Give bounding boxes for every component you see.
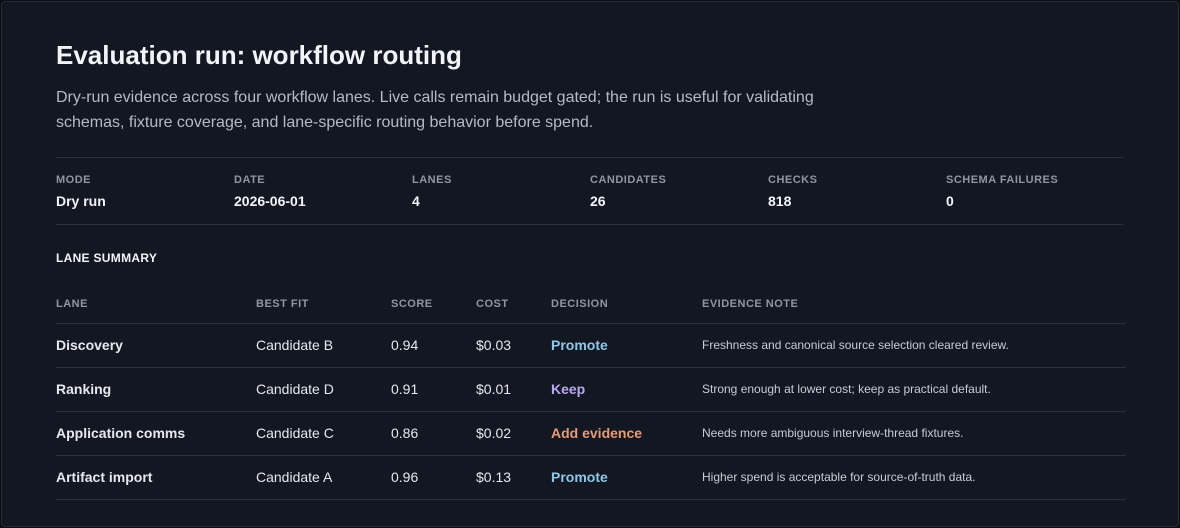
stat-value: Dry run [56,193,106,209]
cell: Discovery [56,323,256,368]
column-header: BEST FIT [256,285,391,324]
stat: MODE Dry run [56,174,234,224]
column-header: SCORE [391,285,476,324]
stat: CHECKS 818 [768,174,946,224]
stat: DATE 2026-06-01 [234,174,412,224]
cell: Needs more ambiguous interview-thread fi… [702,411,1126,456]
stat-value: 4 [412,193,420,209]
cell: Freshness and canonical source selection… [702,323,1126,368]
cell: Candidate A [256,455,391,500]
row: Ranking Candidate D 0.91 $0.01 Keep Strong en… [56,367,1126,412]
stat-value: 0 [946,193,954,209]
cell: Candidate B [256,323,391,368]
cell: 0.86 [391,411,476,456]
table-title: LANE SUMMARY [56,251,158,265]
stat: LANES 4 [412,174,590,224]
cell: 0.94 [391,323,476,368]
cell: Application comms [56,411,256,456]
row: Discovery Candidate B 0.94 $0.03 Promote Fres… [56,323,1126,368]
column-header: LANE [56,285,256,324]
cell: Strong enough at lower cost; keep as pra… [702,367,1126,412]
cell: Candidate C [256,411,391,456]
column-header: COST [476,285,551,324]
row: Artifact import Candidate A 0.96 $0.13 Promo… [56,455,1126,500]
stat-label: DATE [234,174,266,186]
cell: Ranking [56,367,256,412]
cell: $0.13 [476,455,551,500]
stats: MODE Dry run DATE 2026-06-01 LANES 4 CANDIDATE… [56,157,1124,225]
table: LANE BEST FIT SCORE COST DECISION EVIDENCE NO… [56,285,1126,500]
cell: Add evidence [551,411,702,456]
cell: Promote [551,323,702,368]
row: Application comms Candidate C 0.86 $0.02 Add… [56,411,1126,456]
cell: Artifact import [56,455,256,500]
cell: Promote [551,455,702,500]
stat: SCHEMA FAILURES 0 [946,174,1124,224]
cell: Higher spend is acceptable for source-of… [702,455,1126,500]
stat-value: 2026-06-01 [234,193,306,209]
header-row: LANE BEST FIT SCORE COST DECISION EVIDENCE NO… [56,285,1126,324]
cell: 0.96 [391,455,476,500]
cell: 0.91 [391,367,476,412]
stat-label: MODE [56,174,91,186]
cell: $0.03 [476,323,551,368]
cell: Candidate D [256,367,391,412]
cell: $0.01 [476,367,551,412]
stat-value: 818 [768,193,792,209]
description: Dry-run evidence across four workflow la… [56,89,814,131]
cell: $0.02 [476,411,551,456]
cell: Keep [551,367,702,412]
title: Evaluation run: workflow routing [56,40,462,70]
column-header: EVIDENCE NOTE [702,285,1126,324]
stat-label: CHECKS [768,174,818,186]
stat-label: SCHEMA FAILURES [946,174,1059,186]
stat-label: LANES [412,174,452,186]
stat-label: CANDIDATES [590,174,667,186]
stat-value: 26 [590,193,606,209]
column-header: DECISION [551,285,702,324]
stat: CANDIDATES 26 [590,174,768,224]
